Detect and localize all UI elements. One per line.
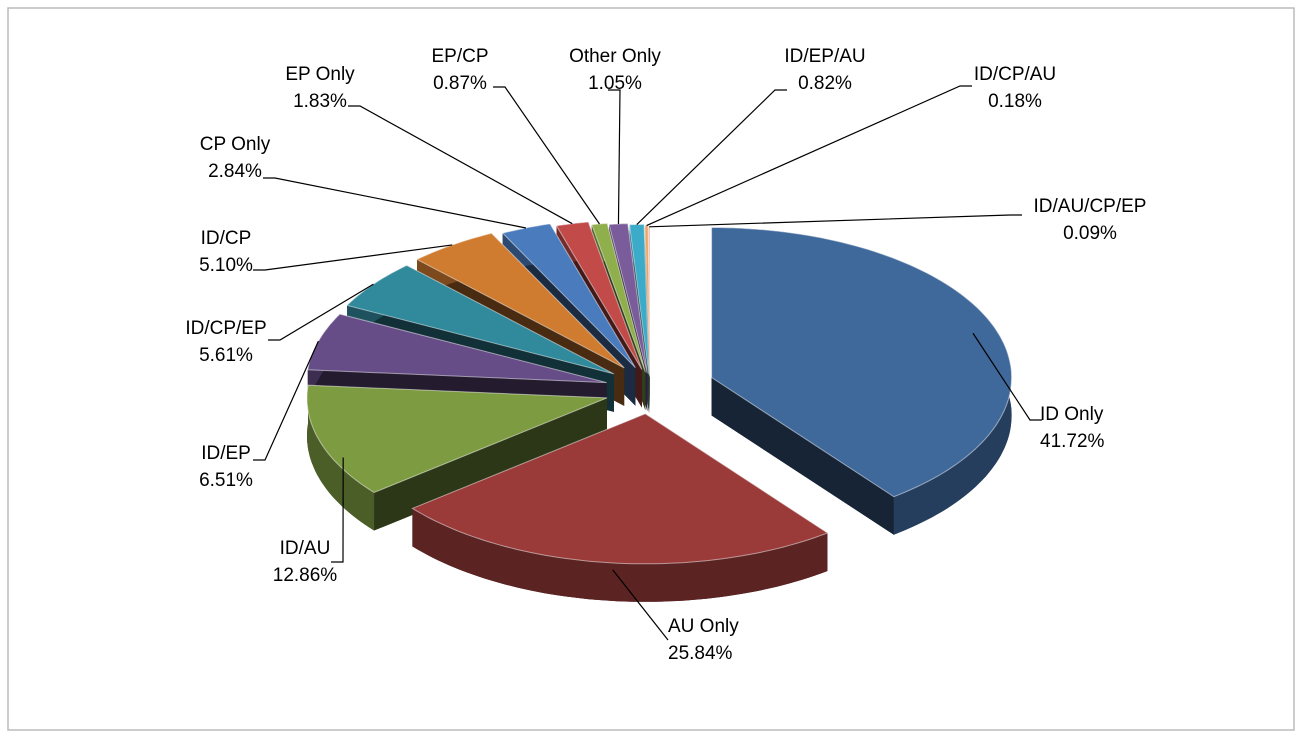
- slice-side: [412, 508, 828, 602]
- slice-label: ID/AU: [280, 538, 331, 559]
- slice-value-label: 25.84%: [668, 643, 733, 664]
- leader-line: [649, 214, 1022, 228]
- slice-value-label: 0.18%: [988, 91, 1042, 112]
- slice-side: [307, 385, 375, 531]
- leader-line: [348, 105, 573, 225]
- slice-value-label: 2.84%: [208, 161, 262, 182]
- leader-line: [253, 340, 319, 461]
- leader-line: [646, 85, 972, 227]
- slice-label: ID/CP: [201, 228, 252, 249]
- slice-value-label: 5.61%: [199, 345, 253, 366]
- slice: [591, 222, 646, 373]
- slice: [644, 225, 651, 376]
- slice-label: ID Only: [1040, 404, 1104, 425]
- slice-value-label: 12.86%: [273, 565, 338, 586]
- slice-wall: [711, 377, 894, 535]
- slice-value-label: 0.82%: [798, 73, 852, 94]
- slice-label: Other Only: [569, 46, 661, 67]
- slice: [306, 384, 608, 494]
- slice-label: EP Only: [285, 64, 355, 85]
- leader-line: [612, 569, 669, 641]
- slice-value-label: 6.51%: [199, 470, 253, 491]
- slice: [711, 227, 1013, 498]
- slice-label: ID/EP: [201, 443, 251, 464]
- leader-line: [253, 244, 453, 271]
- slice-value-label: 0.09%: [1063, 223, 1117, 244]
- leader-line: [263, 177, 527, 229]
- slice-label: CP Only: [200, 134, 271, 155]
- slice-value-label: 1.83%: [293, 91, 347, 112]
- leader-line: [331, 457, 344, 563]
- slice-value-label: 5.10%: [199, 255, 253, 276]
- slice-label: EP/CP: [431, 46, 488, 67]
- leader-line: [608, 89, 621, 224]
- slice-value-label: 41.72%: [1040, 431, 1105, 452]
- leader-line: [268, 283, 374, 341]
- leader-line: [493, 86, 600, 225]
- leader-line: [972, 332, 1042, 421]
- slice-value-label: 1.05%: [588, 73, 642, 94]
- slice-label: ID/CP/EP: [185, 318, 266, 339]
- slice-label: AU Only: [668, 616, 739, 637]
- slice-label: ID/EP/AU: [784, 46, 865, 67]
- leader-line: [636, 89, 787, 225]
- slice-label: ID/AU/CP/EP: [1034, 196, 1147, 217]
- slice: [411, 413, 829, 565]
- slice: [555, 221, 643, 370]
- slice-value-label: 0.87%: [433, 73, 487, 94]
- slice-label: ID/CP/AU: [974, 64, 1056, 85]
- slice: [415, 232, 625, 369]
- chart-frame: [7, 7, 1295, 731]
